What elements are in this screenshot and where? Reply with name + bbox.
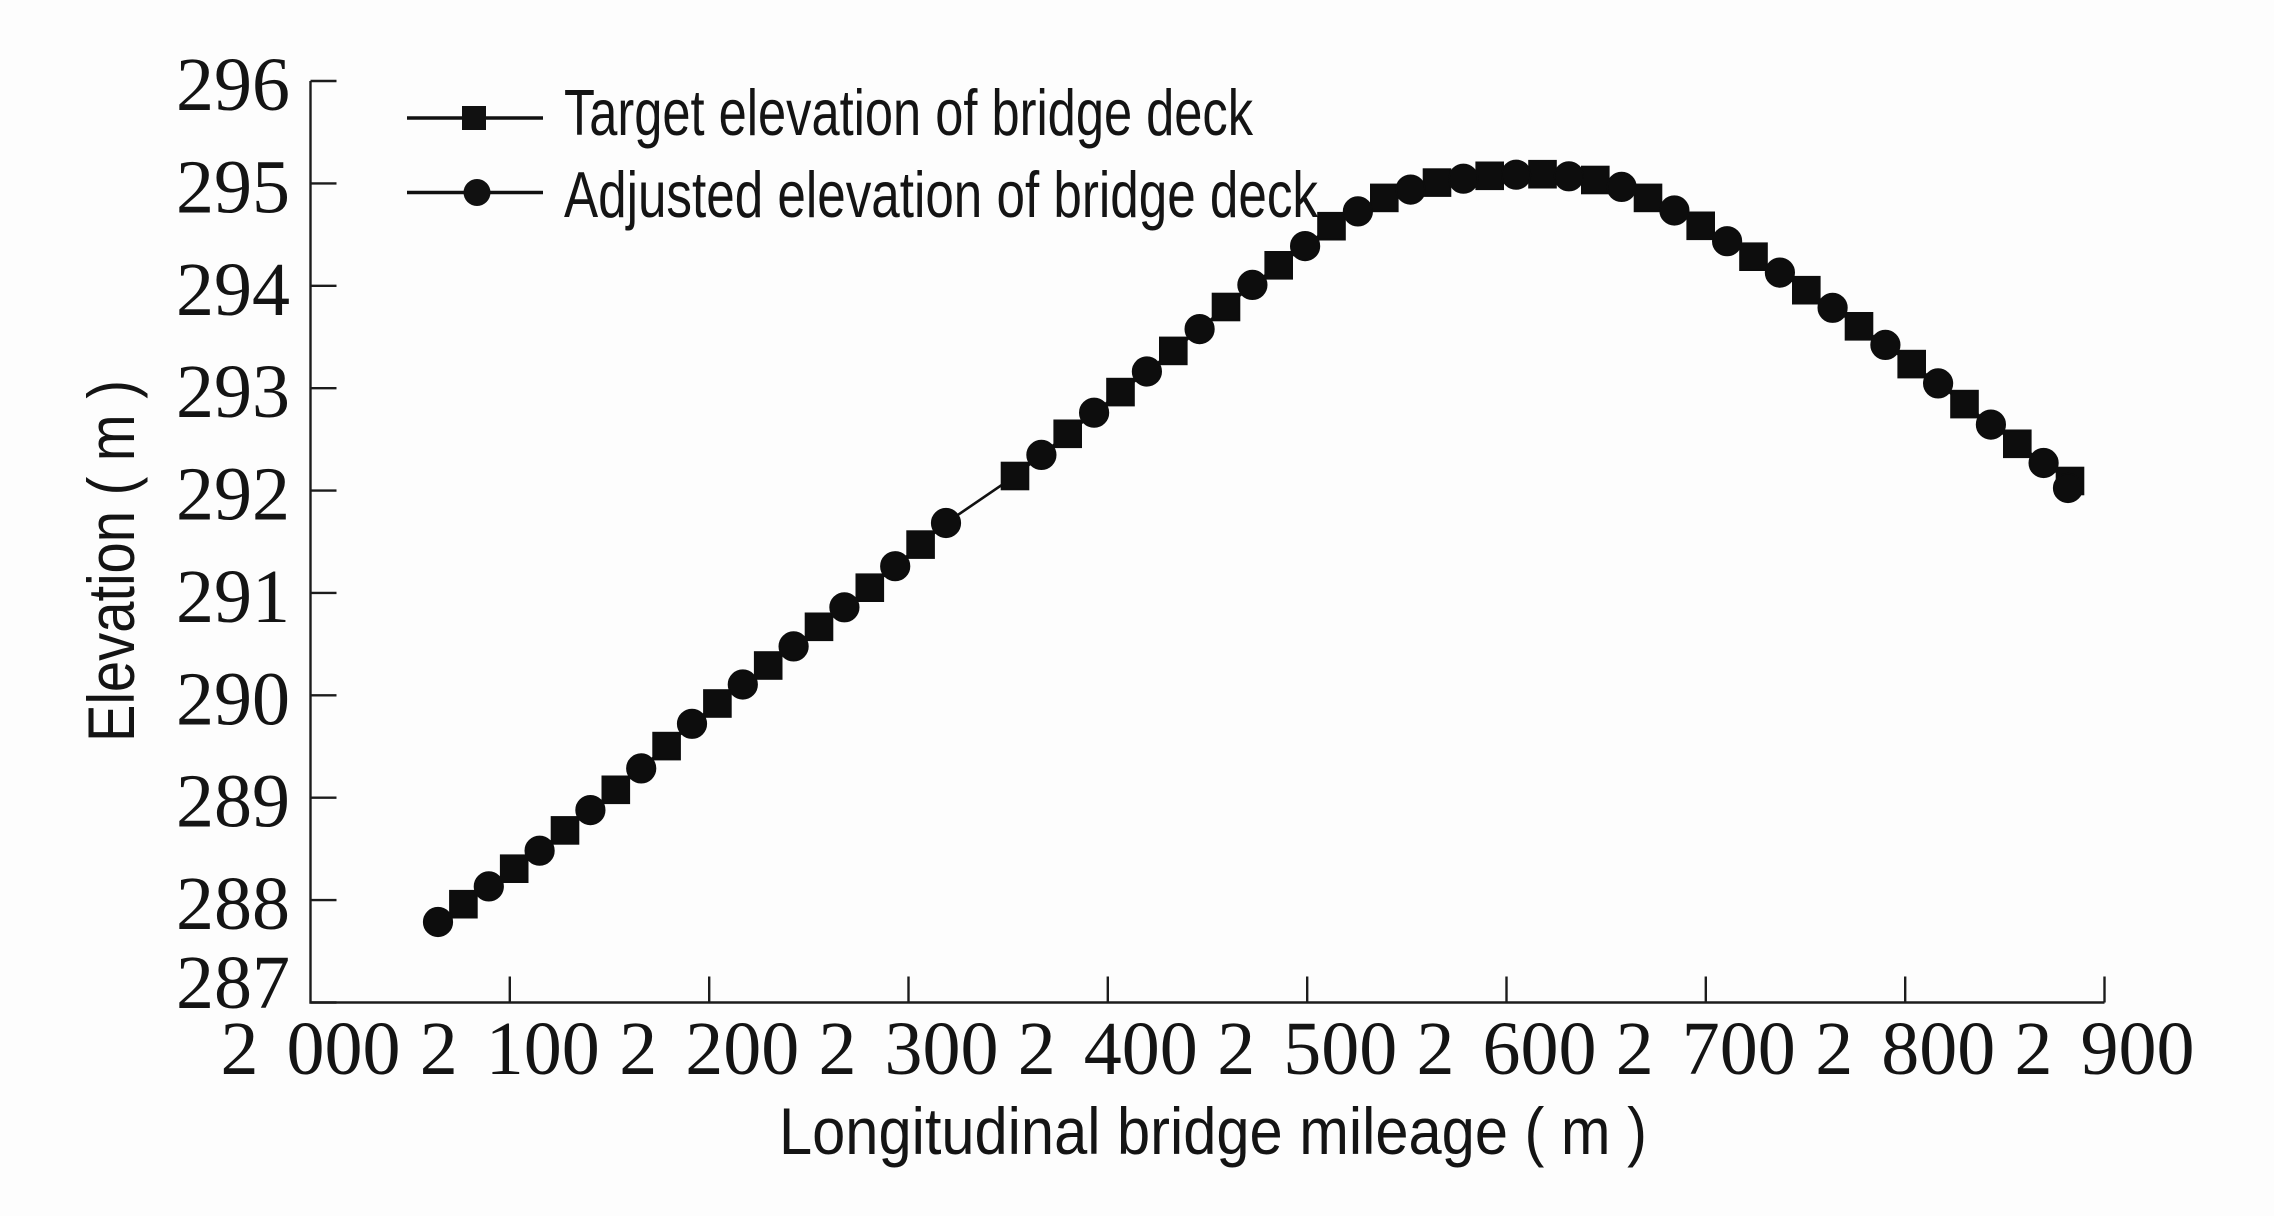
svg-text:Adjusted elevation of bridge d: Adjusted elevation of bridge deck: [564, 158, 1318, 231]
svg-text:2 100: 2 100: [420, 1007, 600, 1091]
svg-text:291: 291: [176, 555, 290, 639]
svg-text:2 900: 2 900: [2015, 1007, 2195, 1091]
svg-text:Longitudinal bridge mileage (: Longitudinal bridge mileage ( m ): [779, 1094, 1647, 1168]
svg-text:295: 295: [176, 145, 290, 229]
svg-text:289: 289: [176, 760, 290, 844]
svg-text:2 800: 2 800: [1815, 1007, 1995, 1091]
svg-text:2 500: 2 500: [1217, 1007, 1397, 1091]
svg-text:296: 296: [176, 43, 290, 127]
svg-text:288: 288: [176, 862, 290, 946]
svg-text:2 700: 2 700: [1616, 1007, 1796, 1091]
svg-text:294: 294: [176, 248, 290, 332]
svg-text:287: 287: [176, 941, 290, 1025]
svg-text:Target elevation of bridge dec: Target elevation of bridge deck: [564, 76, 1253, 149]
svg-text:2 400: 2 400: [1018, 1007, 1198, 1091]
svg-text:292: 292: [176, 453, 290, 537]
svg-text:2 200: 2 200: [619, 1007, 799, 1091]
svg-text:293: 293: [176, 350, 290, 434]
svg-text:Elevation ( m ): Elevation ( m ): [74, 380, 148, 742]
svg-text:2 300: 2 300: [819, 1007, 999, 1091]
svg-text:2 600: 2 600: [1417, 1007, 1597, 1091]
svg-text:2 000: 2 000: [221, 1007, 401, 1091]
svg-text:290: 290: [176, 657, 290, 741]
